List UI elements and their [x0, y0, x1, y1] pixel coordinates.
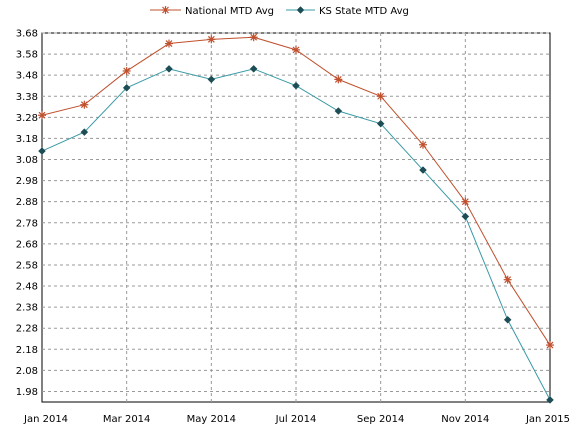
- data-point-asterisk: [376, 92, 385, 101]
- x-tick-label: Mar 2014: [103, 414, 151, 425]
- y-axis: 1.98 2.08 2.18 2.28 2.38 2.48 2.58 2.68 2.78 2.88…: [16, 29, 38, 398]
- data-point-asterisk: [546, 341, 554, 350]
- x-tick-label: Jul 2014: [275, 414, 317, 425]
- legend-label: KS State MTD Avg: [319, 6, 409, 17]
- data-point-diamond: [461, 212, 470, 221]
- x-tick-label: Nov 2014: [441, 414, 489, 425]
- y-tick-label: 3.08: [16, 155, 38, 166]
- data-point-diamond: [546, 396, 554, 404]
- x-tick-label: Jan 2014: [23, 414, 68, 425]
- data-point-asterisk: [165, 39, 173, 48]
- y-tick-label: 2.38: [16, 303, 38, 314]
- data-point-asterisk: [419, 140, 427, 149]
- data-point-diamond: [80, 128, 89, 136]
- series-national-mtd-avg: [38, 33, 554, 350]
- series-layer: [38, 33, 554, 404]
- y-tick-label: 2.08: [16, 366, 38, 377]
- legend-marker-asterisk: [161, 6, 170, 14]
- legend-marker-diamond: [296, 6, 305, 14]
- x-axis: Jan 2014 Mar 2014 May 2014 Jul 2014 Sep 2014…: [23, 414, 570, 425]
- data-point-asterisk: [249, 33, 258, 42]
- data-point-diamond: [122, 83, 131, 92]
- legend-label: National MTD Avg: [185, 6, 274, 17]
- data-point-asterisk: [207, 35, 216, 44]
- data-point-asterisk: [334, 75, 343, 84]
- y-tick-label: 3.48: [16, 71, 38, 82]
- grid: [42, 32, 550, 402]
- y-tick-label: 2.78: [16, 218, 38, 229]
- y-tick-label: 2.88: [16, 197, 38, 208]
- legend-item: National MTD Avg: [150, 6, 274, 17]
- y-tick-label: 3.68: [16, 29, 38, 40]
- data-point-diamond: [292, 81, 300, 90]
- data-point-diamond: [165, 64, 173, 73]
- data-point-asterisk: [38, 111, 46, 120]
- data-point-asterisk: [292, 45, 300, 54]
- data-point-diamond: [207, 75, 216, 84]
- legend: National MTD Avg KS State MTD Avg: [150, 6, 409, 17]
- legend-item: KS State MTD Avg: [286, 6, 409, 17]
- data-point-asterisk: [503, 275, 512, 284]
- data-point-diamond: [38, 147, 46, 155]
- y-tick-label: 3.28: [16, 113, 38, 124]
- data-point-asterisk: [80, 100, 89, 109]
- data-point-asterisk: [461, 197, 470, 206]
- x-tick-label: May 2014: [187, 414, 236, 425]
- y-tick-label: 2.48: [16, 282, 38, 293]
- y-tick-label: 1.98: [16, 387, 38, 398]
- data-point-diamond: [503, 315, 512, 324]
- y-tick-label: 2.68: [16, 239, 38, 250]
- y-tick-label: 2.18: [16, 345, 38, 356]
- data-point-asterisk: [122, 66, 131, 75]
- data-point-diamond: [334, 107, 343, 115]
- y-tick-label: 2.98: [16, 176, 38, 187]
- y-tick-label: 3.18: [16, 134, 38, 145]
- y-tick-label: 2.28: [16, 324, 38, 335]
- data-point-diamond: [249, 64, 258, 73]
- y-tick-label: 3.58: [16, 50, 38, 61]
- x-tick-label: Sep 2014: [357, 414, 404, 425]
- y-tick-label: 2.58: [16, 260, 38, 271]
- y-tick-label: 3.38: [16, 92, 38, 103]
- series-ks-state-mtd-avg: [38, 64, 554, 404]
- data-point-diamond: [419, 166, 427, 174]
- x-tick-label: Jan 2015: [525, 414, 570, 425]
- data-point-diamond: [376, 119, 385, 128]
